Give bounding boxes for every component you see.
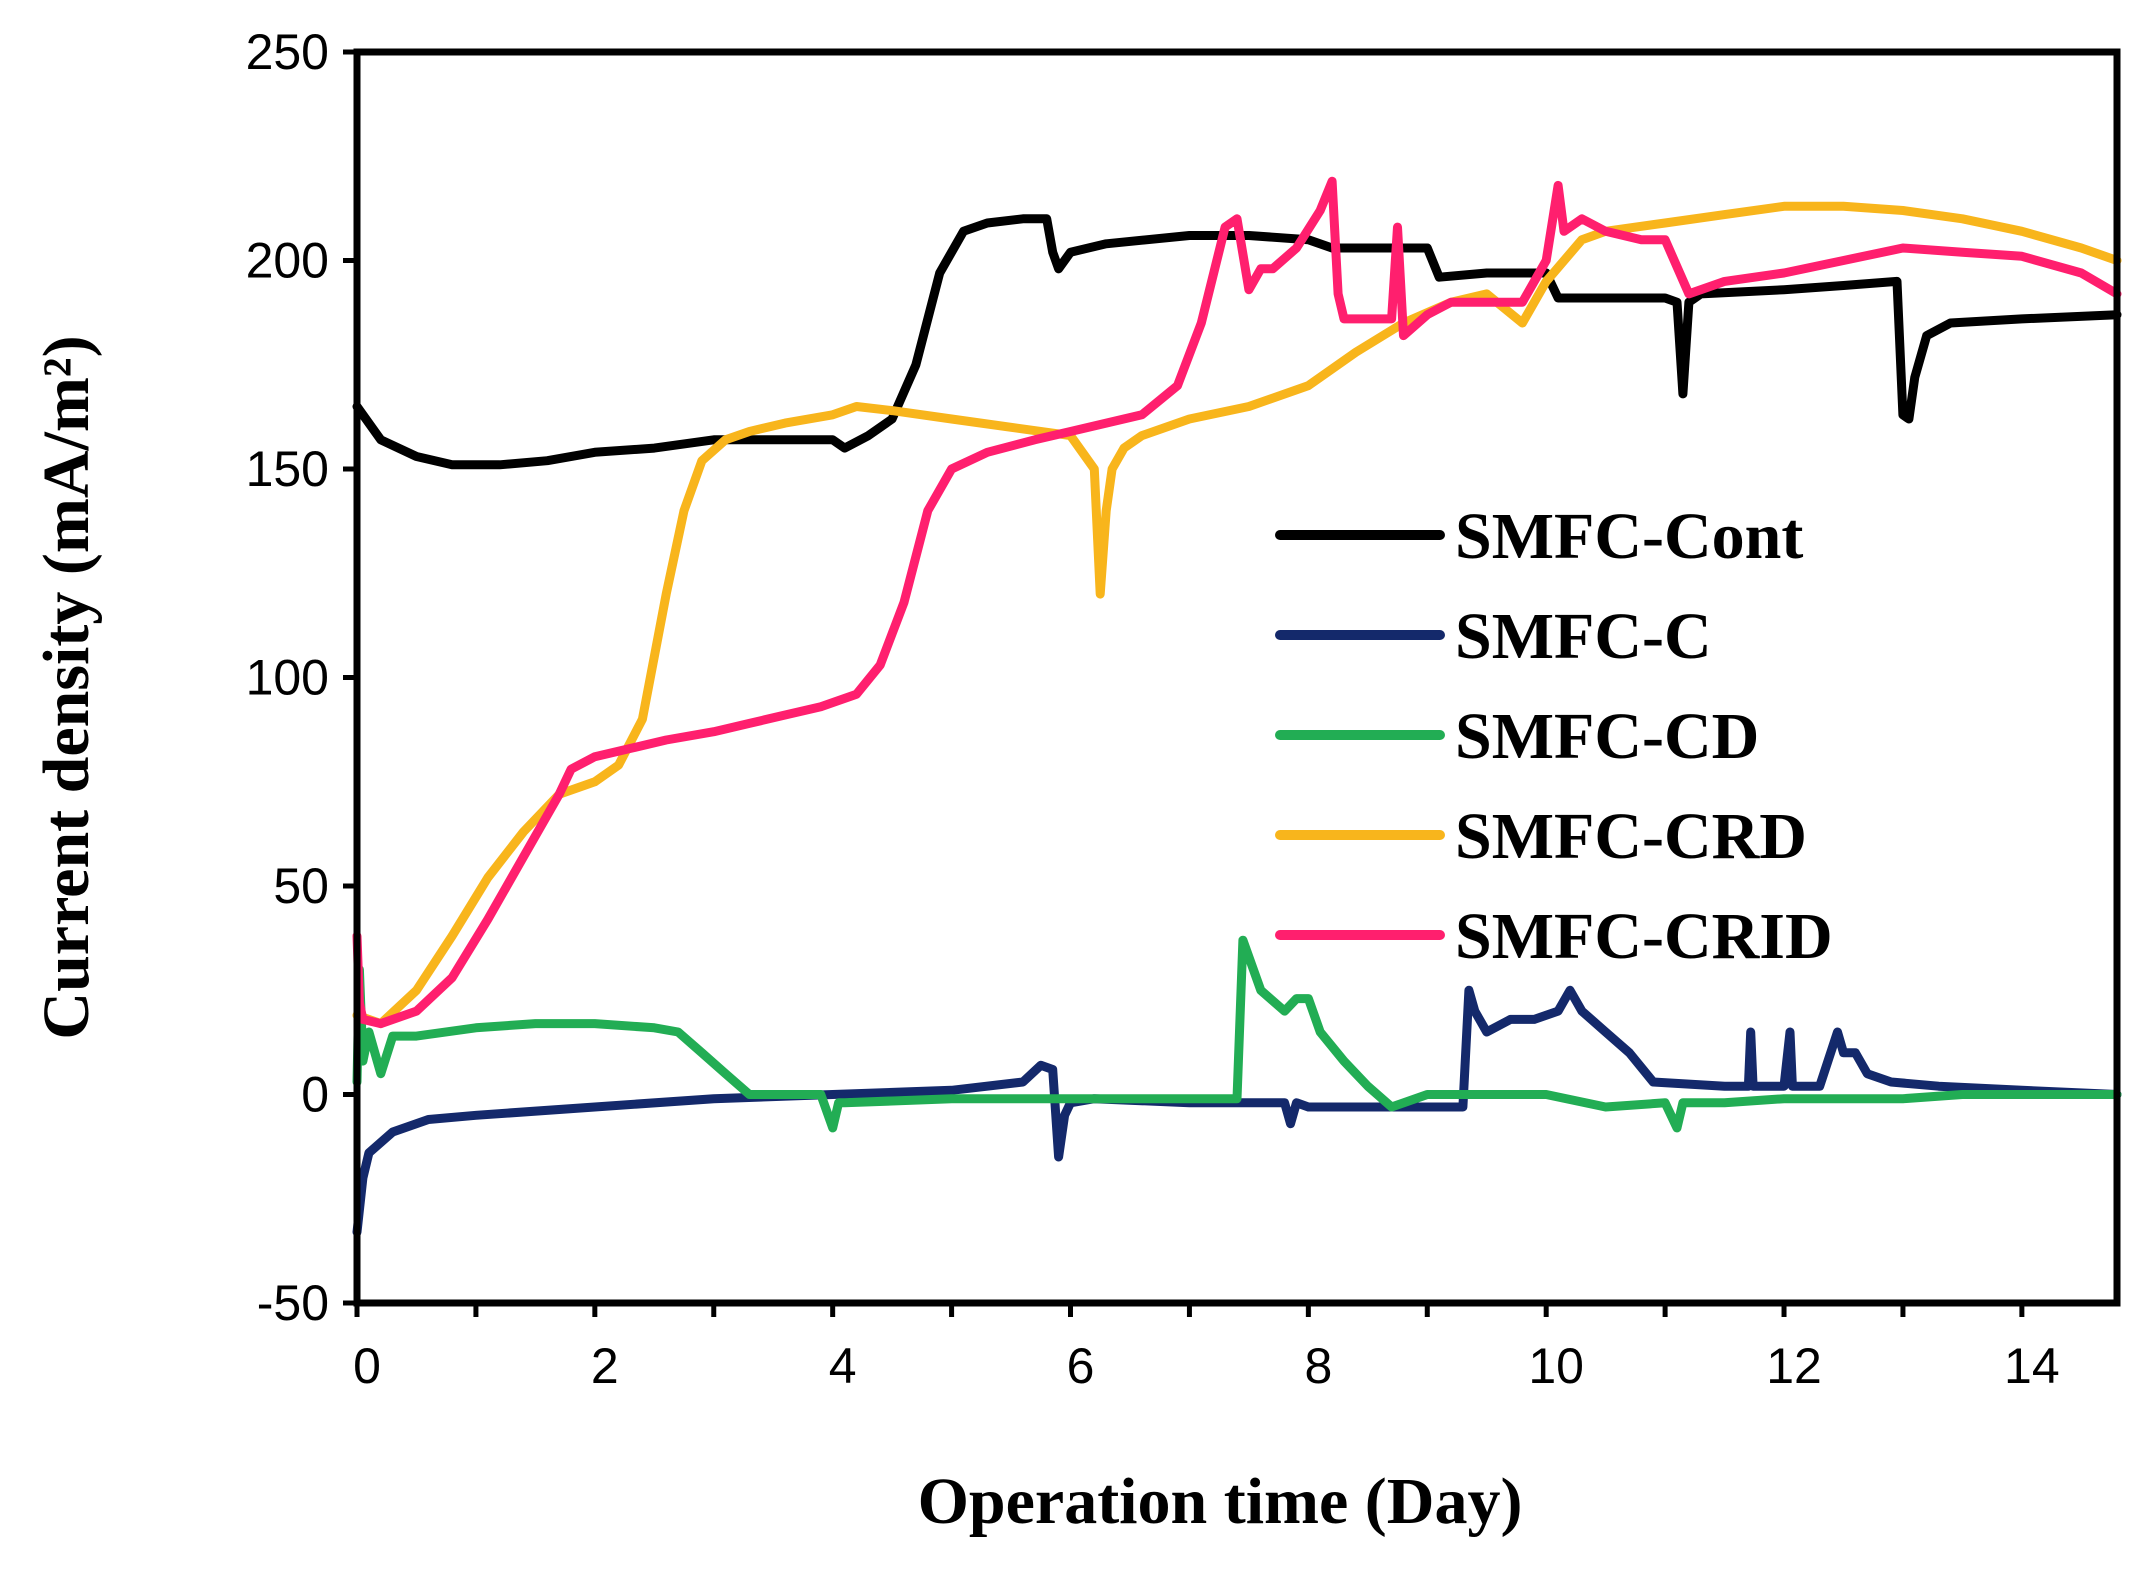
series-layer [352,176,2122,1237]
y-tick-label: 200 [246,233,329,289]
y-tick-label: 50 [273,858,329,914]
legend-label-smfc-crid: SMFC-CRID [1455,900,1833,973]
x-axis-tick-labels: 0 2 4 6 8 10 12 14 [353,1338,2060,1394]
legend-label-smfc-c: SMFC-C [1455,600,1712,673]
x-tick-label: 0 [353,1338,381,1394]
y-axis-tick-labels: -50 0 50 100 150 200 250 [246,24,329,1331]
x-axis-title: Operation time (Day) [918,1465,1523,1538]
y-tick-label: 0 [301,1067,329,1123]
x-tick-label: 6 [1067,1338,1095,1394]
x-tick-label: 2 [591,1338,619,1394]
x-tick-label: 4 [829,1338,857,1394]
y-axis-title: Current density (mA/m²) [30,335,103,1039]
series-line-smfc-crd [352,201,2122,1029]
series-line-smfc-crid [352,176,2122,1029]
x-tick-label: 8 [1304,1338,1332,1394]
series-line-smfc-c [352,985,2122,1237]
legend-label-smfc-cont: SMFC-Cont [1455,500,1803,573]
x-tick-label: 12 [1766,1338,1822,1394]
y-tick-label: -50 [257,1275,329,1331]
series-line-smfc-cont [352,214,2122,470]
x-tick-label: 10 [1528,1338,1584,1394]
x-tick-label: 14 [2004,1338,2060,1394]
legend-label-smfc-crd: SMFC-CRD [1455,800,1807,873]
legend-label-smfc-cd: SMFC-CD [1455,700,1759,773]
legend: SMFC-Cont SMFC-C SMFC-CD SMFC-CRD SMFC-CRID [1275,500,1833,973]
y-tick-label: 250 [246,24,329,80]
axis-ticks [343,49,2025,1317]
series-line-smfc-cd [352,935,2122,1133]
y-tick-label: 150 [246,441,329,497]
y-tick-label: 100 [246,650,329,706]
